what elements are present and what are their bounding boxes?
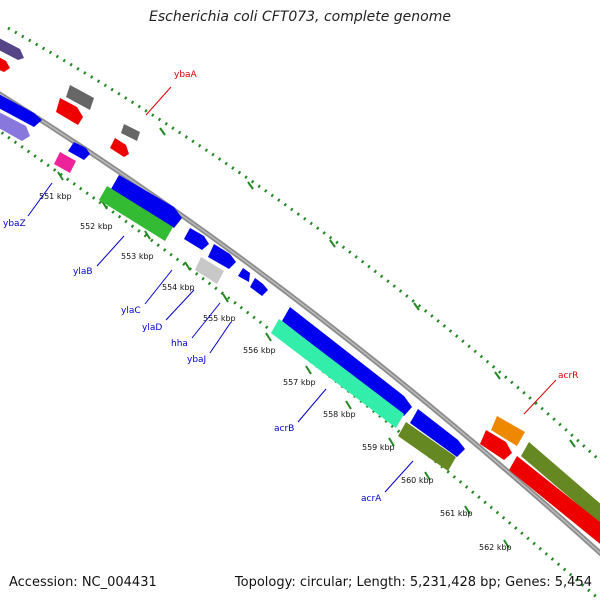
gene-label-acrB: acrB xyxy=(274,424,294,434)
gene-feature-blue xyxy=(282,307,412,416)
gene-label-ybaJ: ybaJ xyxy=(187,355,206,365)
gene-feature-gray xyxy=(121,124,140,141)
tick-label: 559 kbp xyxy=(362,443,395,452)
gene-label-ylaB: ylaB xyxy=(73,267,93,277)
gene-label-acrA: acrA xyxy=(361,494,382,504)
gene-feature-blue xyxy=(111,175,182,228)
gene-labels: ybaA ybaZ ylaB ylaC ylaD hha ybaJ acrB a… xyxy=(3,70,578,504)
gene-feature-blue xyxy=(0,94,42,127)
gene-label-ybaZ: ybaZ xyxy=(3,219,26,229)
tick-label: 553 kbp xyxy=(121,252,154,261)
inner-ring-ticks xyxy=(57,171,510,549)
inner-scale-ring xyxy=(0,129,600,600)
accession-text: Accession: NC_004431 xyxy=(9,575,157,590)
gene-feature-red xyxy=(56,98,83,125)
tick-label: 557 kbp xyxy=(283,378,316,387)
leader-ylaB xyxy=(96,235,125,267)
gene-feature-red xyxy=(480,430,512,460)
gene-feature-blue xyxy=(238,268,250,282)
tick-labels: 551 kbp 552 kbp 553 kbp 554 kbp 555 kbp … xyxy=(39,192,512,552)
gene-feature-lightgray xyxy=(195,257,224,284)
gene-label-ylaC: ylaC xyxy=(121,306,141,316)
outer-ring-ticks xyxy=(159,127,576,448)
tick-label: 556 kbp xyxy=(243,346,276,355)
gene-feature-blue xyxy=(410,409,465,457)
gene-feature-lavender xyxy=(0,112,30,141)
outer-scale-ring xyxy=(7,26,600,463)
tick-label: 552 kbp xyxy=(80,222,113,231)
genome-stats-text: Topology: circular; Length: 5,231,428 bp… xyxy=(234,575,592,590)
gene-label-ybaA: ybaA xyxy=(174,70,198,80)
gene-feature-purple xyxy=(0,38,24,60)
leader-acrA xyxy=(384,460,414,493)
gene-label-ylaD: ylaD xyxy=(142,323,162,333)
tick-label: 562 kbp xyxy=(479,543,512,552)
tick-label: 558 kbp xyxy=(323,410,356,419)
gene-feature-green xyxy=(99,186,173,241)
leader-acrR xyxy=(523,379,557,415)
leader-acrB xyxy=(297,388,327,423)
leader-hha xyxy=(191,302,221,339)
gene-feature-blue xyxy=(250,278,268,296)
gene-feature-olive xyxy=(521,442,600,524)
gene-feature-olive xyxy=(398,422,456,471)
gene-feature-orange xyxy=(491,416,525,446)
leader-ylaC xyxy=(144,269,173,305)
tick-label: 561 kbp xyxy=(440,509,473,518)
tick-label: 551 kbp xyxy=(39,192,72,201)
leader-ybaA xyxy=(145,86,172,116)
gene-label-hha: hha xyxy=(171,339,188,349)
leader-ylaD xyxy=(165,289,195,321)
gene-feature-red xyxy=(509,456,600,544)
leader-ybaJ xyxy=(209,321,232,354)
gene-feature-red xyxy=(110,138,129,157)
map-title: Escherichia coli CFT073, complete genome xyxy=(149,9,451,25)
gene-feature-magenta xyxy=(54,152,76,173)
tick-label: 554 kbp xyxy=(162,283,195,292)
reverse-strand-features xyxy=(0,94,465,471)
tick-label: 560 kbp xyxy=(401,476,434,485)
gene-feature-gray xyxy=(66,85,94,110)
gene-feature-red xyxy=(0,57,10,72)
gene-leader-lines xyxy=(27,86,557,493)
forward-strand-features xyxy=(0,38,600,544)
gene-feature-blue xyxy=(68,142,90,160)
leader-ybaZ xyxy=(27,182,53,217)
gene-label-acrR: acrR xyxy=(558,371,578,381)
gene-feature-blue xyxy=(208,244,236,269)
gene-feature-blue xyxy=(184,228,209,250)
tick-label: 555 kbp xyxy=(203,314,236,323)
gene-feature-mint xyxy=(271,319,404,428)
